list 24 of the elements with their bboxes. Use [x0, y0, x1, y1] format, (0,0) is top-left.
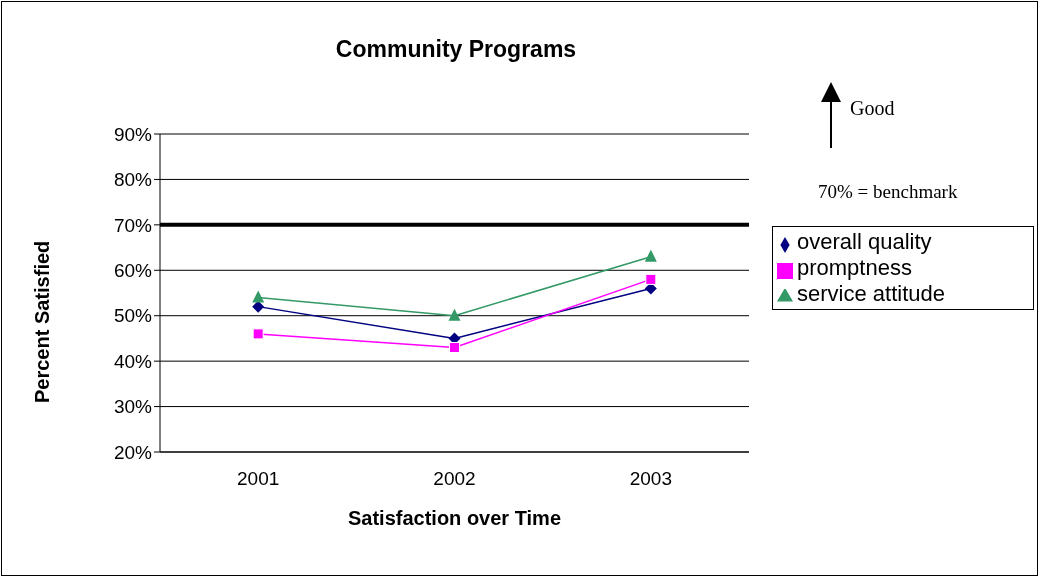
x-tick-label: 2001	[237, 468, 280, 490]
legend-label: overall quality	[797, 229, 932, 254]
x-tick-label: 2002	[433, 468, 476, 490]
y-tick-label: 70%	[113, 214, 153, 236]
y-tick-label: 90%	[113, 123, 153, 145]
x-tick-label: 2003	[629, 468, 672, 490]
point	[252, 328, 264, 340]
y-tick-label: 30%	[113, 396, 153, 418]
y-tick-label: 40%	[113, 350, 153, 372]
text: 70% = benchmark	[818, 181, 958, 203]
point	[644, 249, 657, 262]
point	[448, 308, 461, 321]
y-axis-title: Percent Satisfied	[31, 240, 54, 403]
y-tick-label: 20%	[113, 441, 153, 463]
legend-label: promptness	[797, 255, 912, 280]
point	[645, 273, 657, 285]
y-tick-label: 80%	[113, 169, 153, 191]
point	[252, 290, 265, 303]
legend-label: service attitude	[797, 281, 945, 306]
text: Good	[850, 97, 895, 120]
chart-title: Community Programs	[334, 36, 578, 63]
y-tick-label: 60%	[113, 260, 153, 282]
x-axis-title: Satisfaction over Time	[347, 507, 562, 529]
y-tick-label: 50%	[113, 305, 153, 327]
